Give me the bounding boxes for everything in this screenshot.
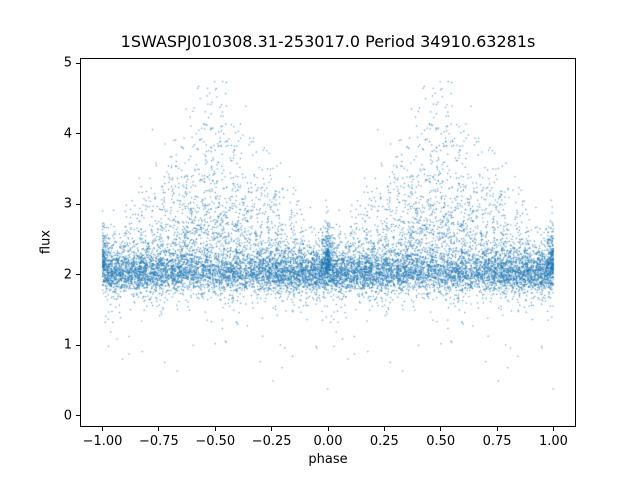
axes-frame <box>80 58 576 427</box>
x-tick-label: −0.75 <box>138 434 179 449</box>
y-tick-label: 2 <box>63 267 72 283</box>
y-tick-mark <box>76 203 80 205</box>
y-tick-label: 1 <box>63 337 72 353</box>
x-tick-mark <box>102 427 104 431</box>
y-tick-label: 3 <box>63 196 72 212</box>
y-tick-mark <box>76 133 80 135</box>
y-tick-label: 0 <box>63 408 72 424</box>
x-tick-label: 1.00 <box>538 434 568 449</box>
x-tick-label: 0.25 <box>369 434 399 449</box>
x-axis-label: phase <box>308 452 348 467</box>
y-tick-label: 4 <box>63 126 72 142</box>
y-tick-label: 5 <box>63 55 72 71</box>
x-tick-mark <box>440 427 442 431</box>
x-tick-label: −0.50 <box>195 434 236 449</box>
x-tick-label: 0.00 <box>313 434 343 449</box>
x-tick-label: −1.00 <box>82 434 123 449</box>
x-tick-label: 0.50 <box>426 434 456 449</box>
x-tick-mark <box>552 427 554 431</box>
chart-title: 1SWASPJ010308.31-253017.0 Period 34910.6… <box>120 32 536 51</box>
y-tick-mark <box>76 274 80 276</box>
x-tick-label: −0.25 <box>251 434 292 449</box>
x-tick-mark <box>271 427 273 431</box>
x-tick-mark <box>214 427 216 431</box>
y-tick-mark <box>76 415 80 417</box>
x-tick-mark <box>383 427 385 431</box>
y-tick-mark <box>76 62 80 64</box>
x-tick-mark <box>496 427 498 431</box>
x-tick-mark <box>158 427 160 431</box>
y-axis-label: flux <box>38 229 54 255</box>
x-tick-label: 0.75 <box>482 434 512 449</box>
y-tick-mark <box>76 344 80 346</box>
x-tick-mark <box>327 427 329 431</box>
